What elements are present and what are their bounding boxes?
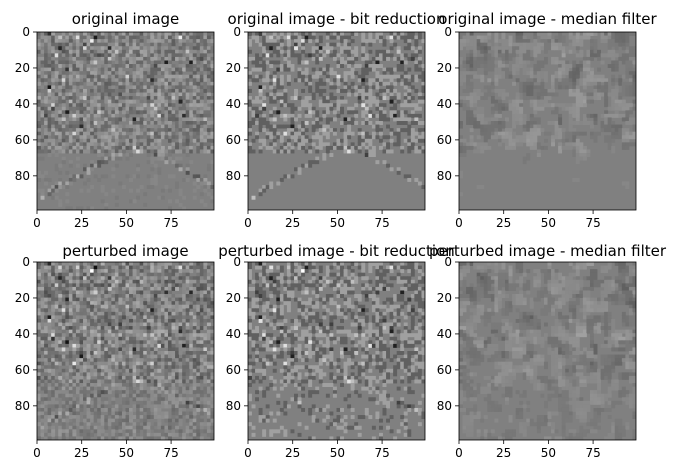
y-tick-label: 20 bbox=[226, 291, 241, 305]
image-frame bbox=[458, 31, 637, 211]
x-tick-label: 50 bbox=[330, 216, 345, 230]
x-tick-label: 0 bbox=[455, 446, 463, 460]
y-tick-label: 60 bbox=[226, 363, 241, 377]
subplot-title: original image - median filter bbox=[438, 10, 657, 28]
y-tick-label: 40 bbox=[226, 327, 241, 341]
y-tick-label: 80 bbox=[437, 399, 452, 413]
image-frame bbox=[247, 261, 426, 441]
x-tick-label: 25 bbox=[496, 216, 511, 230]
x-tick-label: 0 bbox=[244, 446, 252, 460]
x-tick-label: 75 bbox=[163, 446, 178, 460]
subplot-original-median-filter: original image - median filter 0 25 50 75 0 2… bbox=[437, 10, 658, 230]
x-tick-label: 50 bbox=[541, 446, 556, 460]
y-tick-label: 0 bbox=[233, 25, 241, 39]
x-tick-label: 50 bbox=[119, 446, 134, 460]
y-tick-label: 60 bbox=[437, 133, 452, 147]
image-frame bbox=[36, 261, 215, 441]
y-tick-label: 60 bbox=[15, 133, 30, 147]
x-tick-label: 50 bbox=[541, 216, 556, 230]
image-frame bbox=[247, 31, 426, 211]
y-tick-label: 80 bbox=[226, 169, 241, 183]
y-tick-label: 60 bbox=[226, 133, 241, 147]
x-tick-label: 75 bbox=[374, 446, 389, 460]
y-tick-label: 20 bbox=[437, 61, 452, 75]
image-original bbox=[37, 32, 214, 210]
image-perturbed-bit-reduction bbox=[248, 262, 425, 440]
y-tick-label: 20 bbox=[437, 291, 452, 305]
subplot-title: perturbed image - bit reduction bbox=[218, 242, 455, 260]
y-tick-label: 40 bbox=[437, 327, 452, 341]
y-tick-label: 0 bbox=[444, 25, 452, 39]
image-original-bit-reduction bbox=[248, 32, 425, 210]
y-tick-label: 40 bbox=[226, 97, 241, 111]
y-tick-label: 80 bbox=[15, 169, 30, 183]
y-tick-label: 0 bbox=[233, 255, 241, 269]
x-tick-label: 0 bbox=[33, 216, 41, 230]
x-tick-label: 75 bbox=[374, 216, 389, 230]
subplot-title: original image - bit reduction bbox=[228, 10, 446, 28]
x-tick-label: 75 bbox=[585, 216, 600, 230]
image-frame bbox=[36, 31, 215, 211]
y-tick-label: 40 bbox=[15, 327, 30, 341]
y-tick-label: 0 bbox=[22, 255, 30, 269]
y-tick-label: 20 bbox=[226, 61, 241, 75]
y-tick-label: 60 bbox=[437, 363, 452, 377]
subplot-title: perturbed image bbox=[62, 242, 188, 260]
subplot-perturbed-bit-reduction: perturbed image - bit reduction 0 25 50 75 0… bbox=[218, 242, 455, 460]
x-tick-label: 25 bbox=[74, 216, 89, 230]
subplot-title: perturbed image - median filter bbox=[429, 242, 667, 260]
y-tick-label: 60 bbox=[15, 363, 30, 377]
y-tick-label: 20 bbox=[15, 61, 30, 75]
subplot-original-bit-reduction: original image - bit reduction 0 25 50 75 0 2… bbox=[226, 10, 446, 230]
x-tick-label: 0 bbox=[244, 216, 252, 230]
y-tick-label: 80 bbox=[226, 399, 241, 413]
x-tick-label: 50 bbox=[119, 216, 134, 230]
y-tick-label: 0 bbox=[22, 25, 30, 39]
y-tick-label: 80 bbox=[15, 399, 30, 413]
x-tick-label: 25 bbox=[285, 216, 300, 230]
x-tick-label: 0 bbox=[33, 446, 41, 460]
x-tick-label: 25 bbox=[74, 446, 89, 460]
image-frame bbox=[458, 261, 637, 441]
subplot-perturbed-median-filter: perturbed image - median filter 0 25 50 75 0… bbox=[429, 242, 667, 460]
x-tick-label: 0 bbox=[455, 216, 463, 230]
subplot-original-image: original image 0 25 50 75 0 20 40 60 80 bbox=[15, 10, 215, 230]
y-tick-label: 0 bbox=[444, 255, 452, 269]
image-original-median-filter bbox=[459, 32, 636, 210]
image-perturbed bbox=[37, 262, 214, 440]
x-tick-label: 50 bbox=[330, 446, 345, 460]
y-tick-label: 20 bbox=[15, 291, 30, 305]
subplot-perturbed-image: perturbed image 0 25 50 75 0 20 40 60 80 bbox=[15, 242, 215, 460]
x-tick-label: 75 bbox=[585, 446, 600, 460]
x-tick-label: 25 bbox=[285, 446, 300, 460]
x-tick-label: 75 bbox=[163, 216, 178, 230]
image-perturbed-median-filter bbox=[459, 262, 636, 440]
subplot-title: original image bbox=[72, 10, 180, 28]
y-tick-label: 40 bbox=[15, 97, 30, 111]
x-tick-label: 25 bbox=[496, 446, 511, 460]
y-tick-label: 80 bbox=[437, 169, 452, 183]
y-tick-label: 40 bbox=[437, 97, 452, 111]
